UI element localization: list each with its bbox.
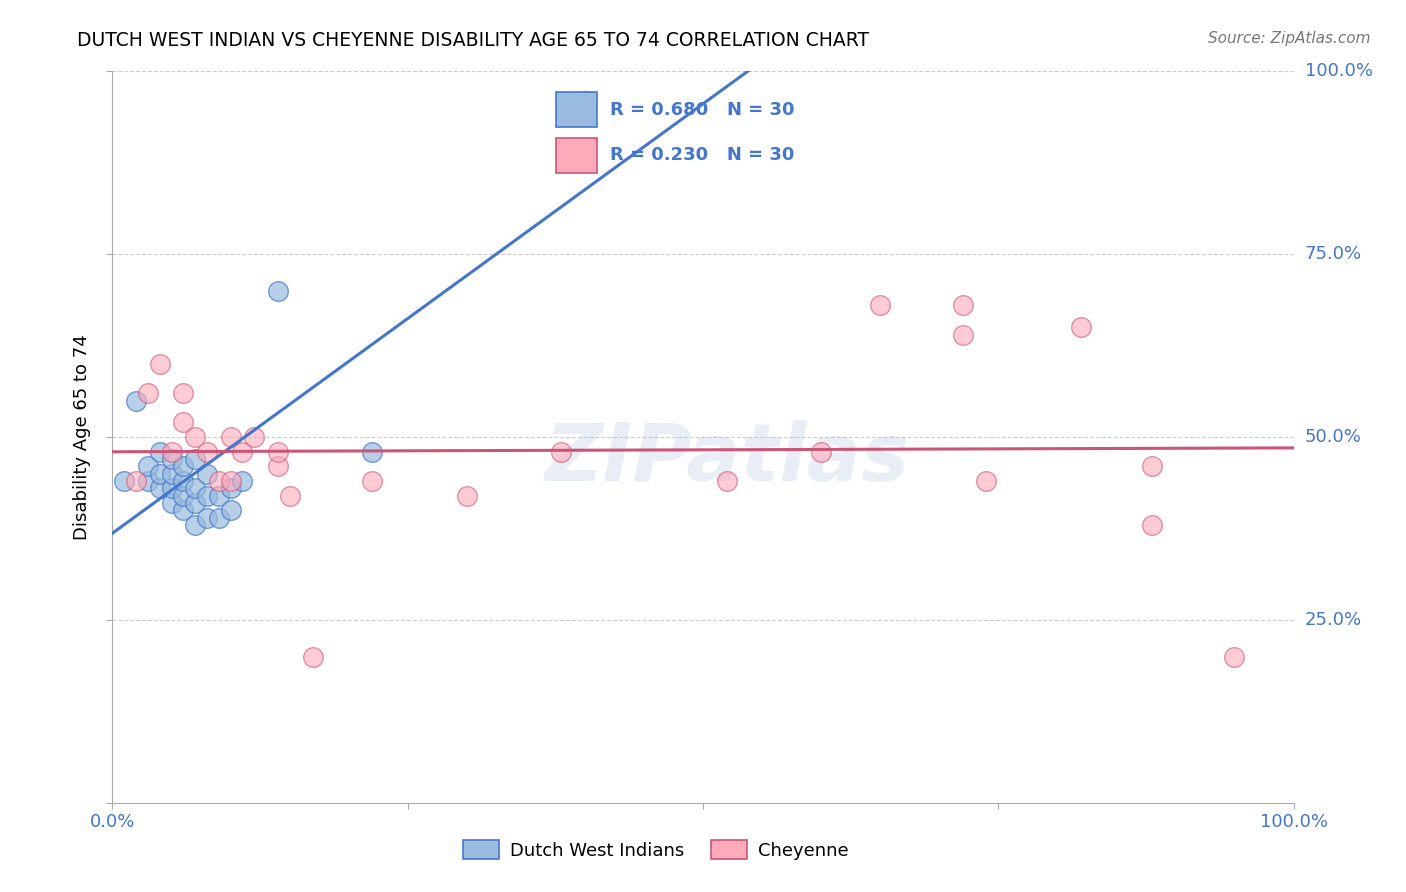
Point — [208, 510, 231, 524]
Point — [184, 430, 207, 444]
Point — [869, 298, 891, 312]
Point — [361, 444, 384, 458]
Point — [184, 517, 207, 532]
Point — [243, 430, 266, 444]
Point — [195, 489, 218, 503]
Text: DUTCH WEST INDIAN VS CHEYENNE DISABILITY AGE 65 TO 74 CORRELATION CHART: DUTCH WEST INDIAN VS CHEYENNE DISABILITY… — [77, 31, 869, 50]
Point — [550, 444, 572, 458]
Point — [125, 474, 148, 488]
Point — [136, 386, 159, 401]
Point — [195, 467, 218, 481]
Point — [574, 94, 596, 108]
Point — [172, 416, 194, 430]
Point — [149, 467, 172, 481]
Text: Source: ZipAtlas.com: Source: ZipAtlas.com — [1208, 31, 1371, 46]
Text: 75.0%: 75.0% — [1305, 245, 1362, 263]
Text: ZIPatlas: ZIPatlas — [544, 420, 910, 498]
Text: 100.0%: 100.0% — [1305, 62, 1372, 80]
Point — [219, 481, 242, 495]
Point — [195, 510, 218, 524]
Point — [1223, 649, 1246, 664]
Point — [172, 503, 194, 517]
Point — [219, 503, 242, 517]
Point — [172, 489, 194, 503]
Point — [1140, 517, 1163, 532]
Point — [810, 444, 832, 458]
Point — [267, 284, 290, 298]
Point — [1140, 459, 1163, 474]
Point — [172, 459, 194, 474]
Point — [136, 459, 159, 474]
Point — [952, 298, 974, 312]
Point — [231, 444, 253, 458]
Point — [302, 649, 325, 664]
Point — [976, 474, 998, 488]
Point — [456, 489, 478, 503]
Point — [172, 386, 194, 401]
Point — [172, 474, 194, 488]
Point — [160, 467, 183, 481]
Point — [716, 474, 738, 488]
Point — [219, 430, 242, 444]
Point — [184, 496, 207, 510]
Point — [361, 474, 384, 488]
Point — [184, 452, 207, 467]
Point — [267, 459, 290, 474]
Point — [149, 357, 172, 371]
Point — [112, 474, 135, 488]
Point — [136, 474, 159, 488]
Point — [195, 444, 218, 458]
Point — [952, 327, 974, 342]
Point — [1070, 320, 1092, 334]
Point — [184, 481, 207, 495]
Point — [267, 444, 290, 458]
Point — [149, 444, 172, 458]
Point — [125, 393, 148, 408]
Point — [149, 481, 172, 495]
Point — [160, 481, 183, 495]
Point — [208, 474, 231, 488]
Point — [219, 474, 242, 488]
Text: 50.0%: 50.0% — [1305, 428, 1361, 446]
Text: 25.0%: 25.0% — [1305, 611, 1362, 629]
Point — [208, 489, 231, 503]
Point — [160, 452, 183, 467]
Point — [231, 474, 253, 488]
Y-axis label: Disability Age 65 to 74: Disability Age 65 to 74 — [73, 334, 91, 540]
Point — [160, 444, 183, 458]
Point — [278, 489, 301, 503]
Point — [160, 496, 183, 510]
Legend: Dutch West Indians, Cheyenne: Dutch West Indians, Cheyenne — [456, 833, 856, 867]
